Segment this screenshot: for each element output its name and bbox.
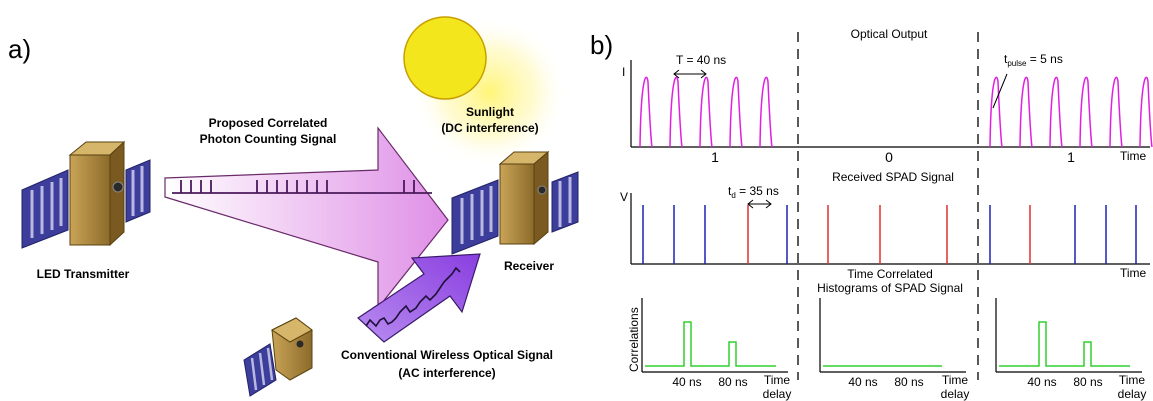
histogram-trace-bit3 (999, 321, 1130, 367)
optical-pulse (1139, 76, 1153, 148)
proposed-signal-label-line1: Proposed Correlated (209, 116, 328, 130)
conventional-signal-label-line1: Conventional Wireless Optical Signal (341, 348, 553, 362)
delay-label: td = 35 ns (728, 184, 779, 200)
sun-icon (403, 16, 568, 167)
bit-value-3: 1 (1067, 149, 1075, 165)
panel-a-label: a) (8, 34, 31, 64)
pulse-width-leader (992, 73, 1008, 109)
period-arrow (673, 69, 707, 79)
proposed-signal-arrow (164, 126, 449, 310)
optical-intensity-axis-label: I (622, 65, 625, 79)
time-delay-line1: Time (764, 373, 791, 387)
histogram-title-line2: Histograms of SPAD Signal (817, 281, 963, 295)
optical-pulse (699, 76, 713, 148)
conventional-transmitter-satellite-icon (243, 317, 313, 397)
spad-axes (630, 193, 1150, 265)
panel-b-label: b) (590, 30, 613, 60)
time-delay-line1: Time (942, 373, 969, 387)
proposed-signal-label-line2: Photon Counting Signal (200, 132, 337, 146)
sunlight-sublabel: (DC interference) (441, 121, 538, 135)
delay-arrow (747, 199, 772, 209)
proposed-photon-spikes (180, 180, 415, 193)
hist-tick: 80 ns (894, 375, 923, 389)
optical-pulse (1049, 76, 1063, 148)
spad-voltage-axis-label: V (620, 190, 628, 204)
conventional-signal-arrow (357, 253, 481, 343)
hist-tick: 40 ns (672, 375, 701, 389)
hist-tick: 80 ns (718, 375, 747, 389)
pulse-width-label: tpulse = 5 ns (1004, 52, 1063, 68)
panel-b: b) Optical Output I Time T = 40 ns tpuls… (590, 27, 1153, 401)
histogram-title-line1: Time Correlated (847, 267, 933, 281)
optical-output-title: Optical Output (851, 27, 928, 41)
histogram-axes (641, 298, 1142, 373)
receiver-satellite-icon (451, 150, 579, 255)
receiver-label: Receiver (504, 259, 554, 273)
hist-tick: 40 ns (848, 375, 877, 389)
optical-pulse (639, 76, 653, 148)
bit-separator-lines (797, 32, 979, 380)
optical-pulse (729, 76, 743, 148)
correlations-axis-label: Correlations (627, 307, 641, 372)
time-delay-line1: Time (1119, 373, 1146, 387)
optical-pulses (639, 76, 1153, 148)
time-delay-line2: delay (763, 387, 792, 401)
spad-time-axis-label: Time (1120, 266, 1147, 280)
bit-value-1: 1 (711, 149, 719, 165)
histogram-trace-bit1 (645, 321, 776, 367)
hist-tick: 40 ns (1027, 375, 1056, 389)
sunlight-label: Sunlight (466, 105, 514, 119)
spad-spikes (642, 205, 1137, 264)
optical-time-axis-label: Time (1120, 149, 1147, 163)
optical-pulse (759, 76, 773, 148)
conventional-square-wave (365, 266, 461, 328)
optical-pulse (1019, 76, 1033, 148)
hist-tick: 80 ns (1073, 375, 1102, 389)
optical-pulse (1079, 76, 1093, 148)
time-delay-labels: Time delay Time delay Time delay (763, 373, 1147, 401)
led-transmitter-satellite-icon (21, 140, 151, 249)
optical-output-axes (630, 60, 1150, 148)
optical-pulse (1109, 76, 1123, 148)
histogram-traces (645, 321, 1130, 367)
conventional-signal-label-line2: (AC interference) (398, 366, 495, 380)
histogram-tick-labels: 40 ns 80 ns 40 ns 80 ns 40 ns 80 ns (672, 375, 1102, 389)
time-delay-line2: delay (1118, 387, 1147, 401)
bit-value-0: 0 (885, 149, 893, 165)
optical-pulse (989, 76, 1003, 148)
transmitter-label: LED Transmitter (37, 267, 130, 281)
time-delay-line2: delay (941, 387, 970, 401)
optical-pulse (669, 76, 683, 148)
panel-a: a) Sunlight (DC interference) (8, 16, 579, 397)
period-label: T = 40 ns (676, 53, 726, 67)
received-spad-title: Received SPAD Signal (832, 170, 954, 184)
